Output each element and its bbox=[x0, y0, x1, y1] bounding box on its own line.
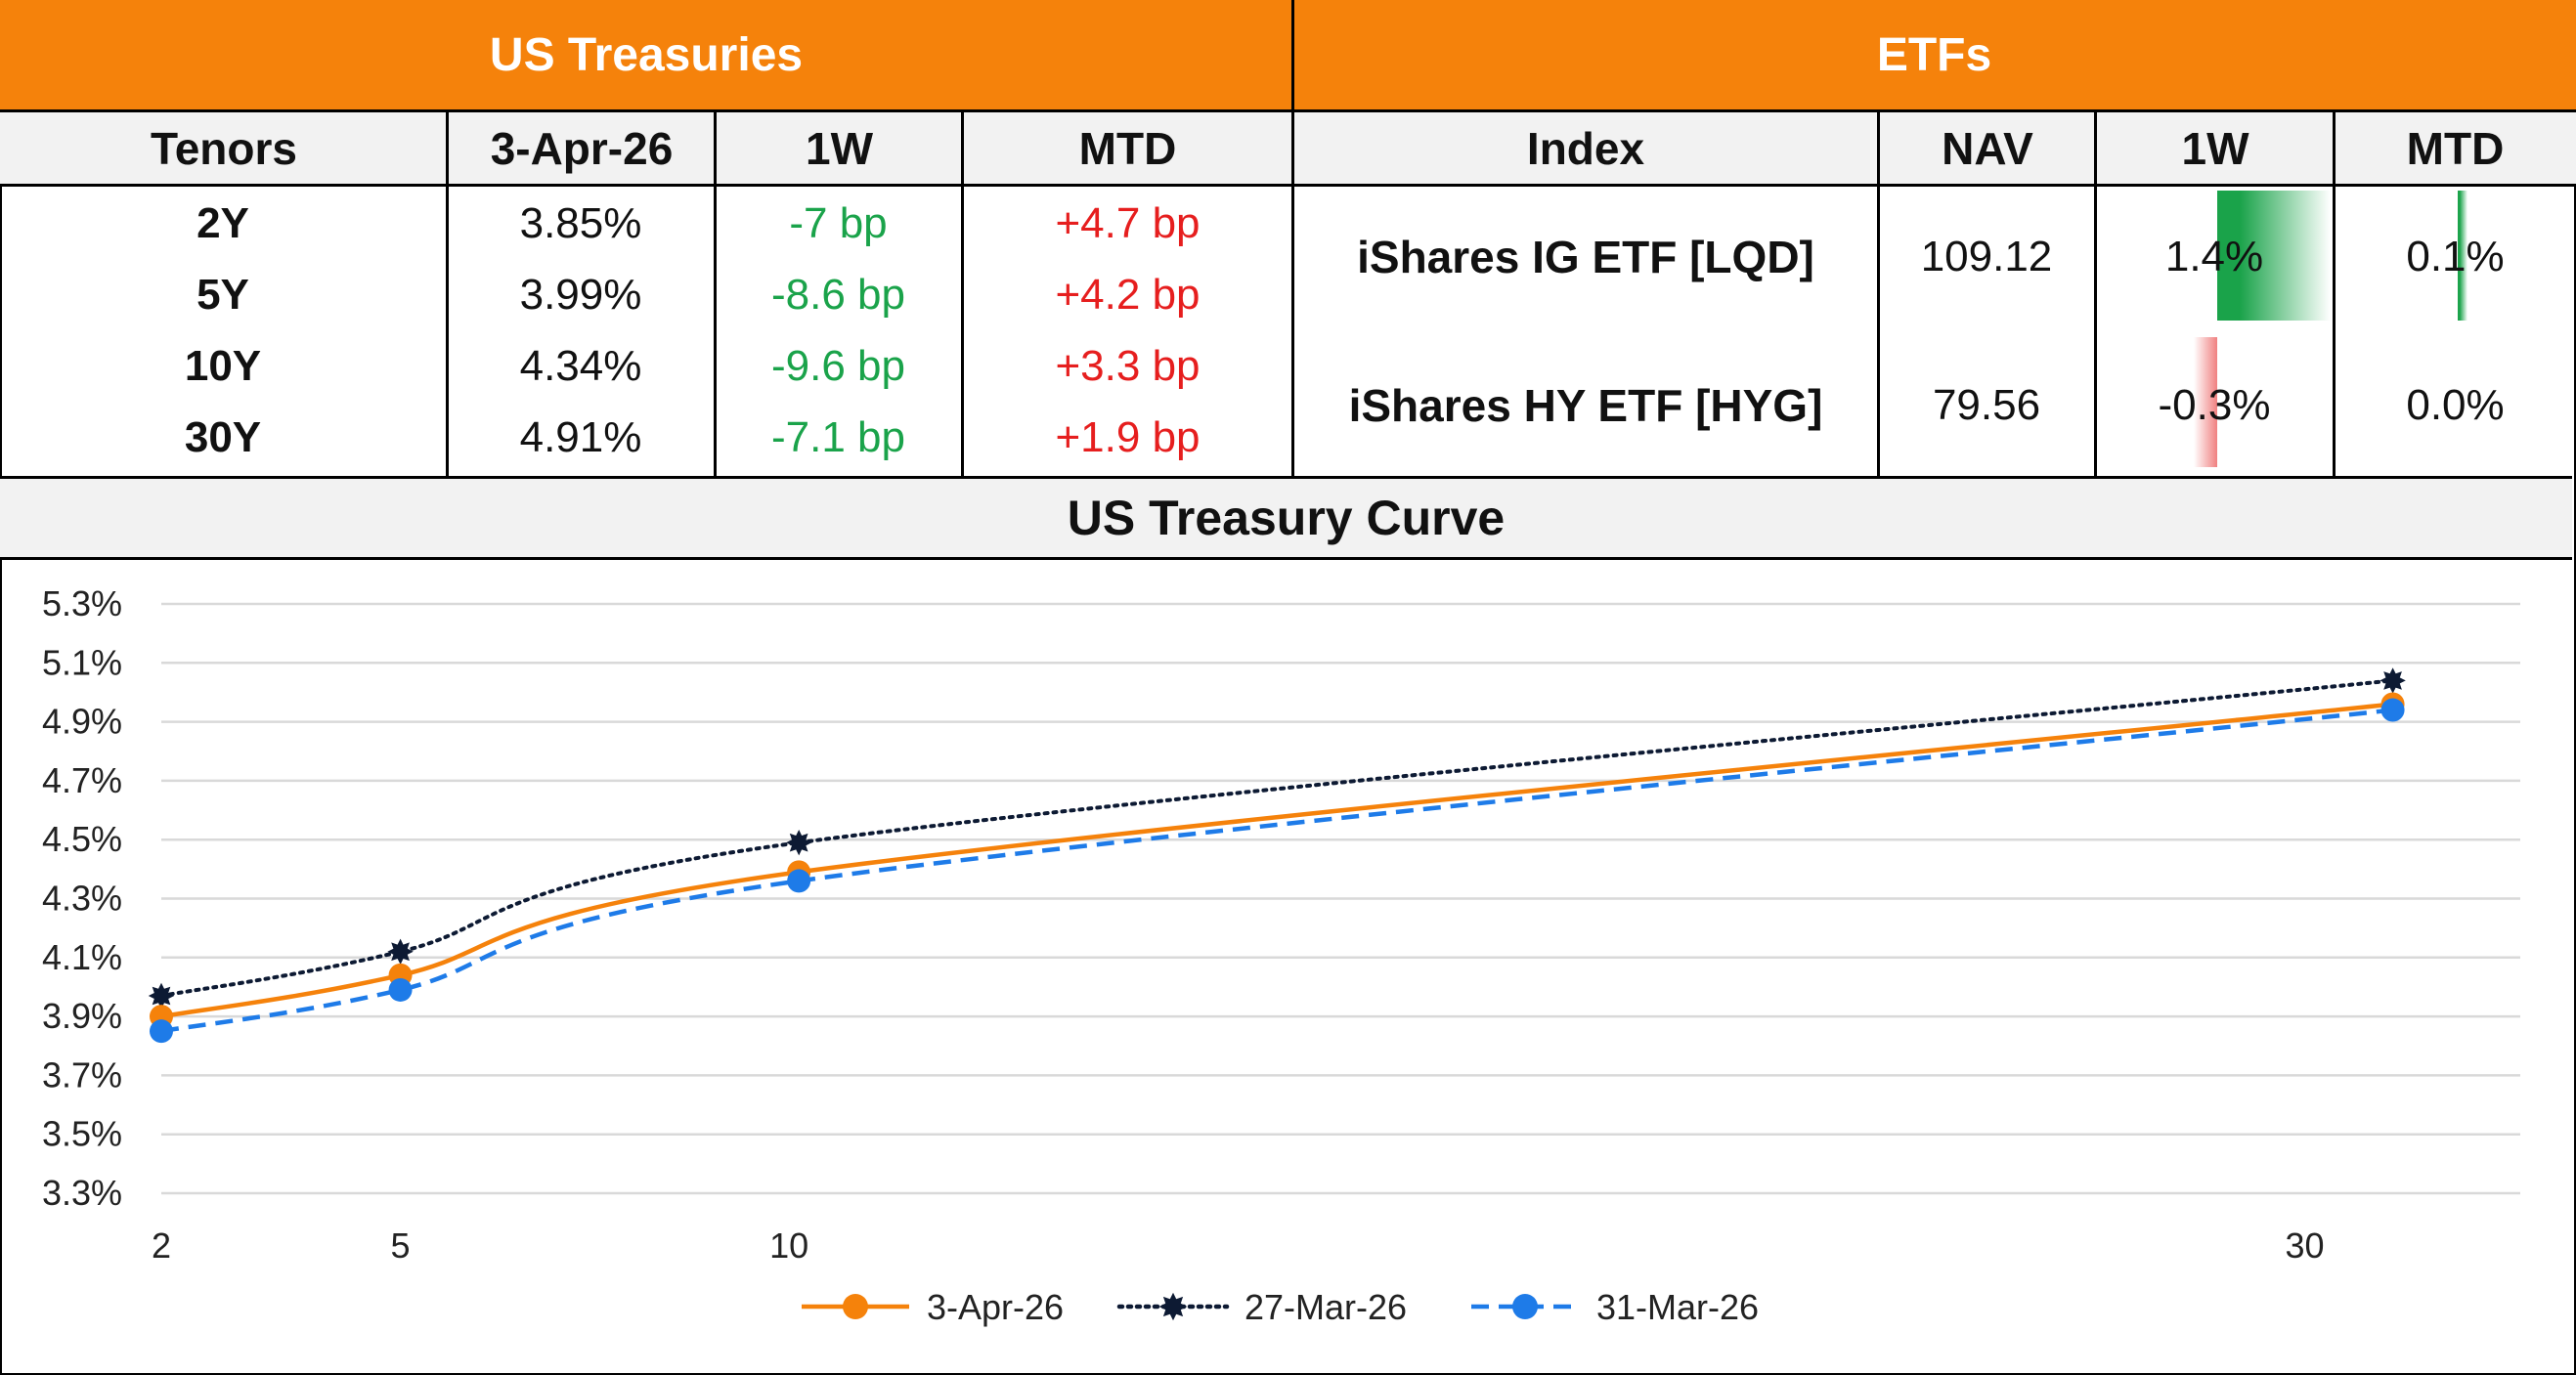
legend-marker bbox=[1158, 1292, 1188, 1321]
yield-value: 4.34% bbox=[519, 342, 642, 390]
header-treasury-1w: 1W bbox=[716, 112, 963, 187]
y-tick-label: 3.5% bbox=[42, 1114, 122, 1154]
chart-title: US Treasury Curve bbox=[0, 476, 2572, 560]
change-mtd: +1.9 bp bbox=[1055, 413, 1201, 461]
legend-label: 31-Mar-26 bbox=[1596, 1287, 1759, 1327]
header-nav: NAV bbox=[1879, 112, 2096, 187]
etf-mtd: 0.1% bbox=[2406, 233, 2505, 280]
data-point bbox=[148, 982, 175, 1010]
treasury-curve-chart: 3.3% 3.5% 3.7% 3.9% 4.1% 4.3% 4.5% 4.7% 4.9% 5.1%… bbox=[42, 583, 2520, 1327]
series-line bbox=[159, 678, 2395, 998]
header-etf-mtd: MTD bbox=[2335, 112, 2576, 187]
etf-nav: 109.12 bbox=[1920, 233, 2053, 280]
etf-mtd: 0.0% bbox=[2406, 381, 2505, 429]
x-tick-label: 10 bbox=[769, 1225, 808, 1266]
col-divider bbox=[714, 112, 717, 476]
change-mtd: +4.2 bp bbox=[1055, 271, 1201, 319]
change-1w: -8.6 bp bbox=[771, 271, 905, 319]
etf-1w: 1.4% bbox=[2164, 233, 2264, 280]
y-tick-label: 3.9% bbox=[42, 996, 122, 1036]
etfs-title: ETFs bbox=[1292, 0, 2576, 112]
etf-1w: -0.3% bbox=[2158, 381, 2271, 429]
y-tick-label: 3.3% bbox=[42, 1173, 122, 1213]
y-tick-label: 4.5% bbox=[42, 819, 122, 859]
change-mtd: +4.7 bp bbox=[1055, 199, 1201, 247]
etf-nav: 79.56 bbox=[1932, 381, 2041, 429]
data-point bbox=[786, 830, 812, 856]
data-point bbox=[2380, 698, 2405, 722]
col-divider bbox=[2094, 112, 2097, 476]
series-27-Mar-26 bbox=[148, 667, 2406, 1010]
y-tick-label: 5.3% bbox=[42, 583, 122, 623]
x-tick-label: 5 bbox=[391, 1225, 411, 1266]
etf-name: iShares HY ETF [HYG] bbox=[1348, 380, 1823, 431]
y-tick-label: 4.1% bbox=[42, 937, 122, 977]
col-divider bbox=[2333, 112, 2336, 476]
legend-label: 27-Mar-26 bbox=[1244, 1287, 1407, 1327]
header-treasury-mtd: MTD bbox=[963, 112, 1292, 187]
header-index: Index bbox=[1292, 112, 1879, 187]
data-point bbox=[387, 938, 414, 965]
series-line bbox=[160, 702, 2393, 1019]
col-divider bbox=[961, 112, 964, 476]
x-tick-label: 2 bbox=[152, 1225, 171, 1266]
change-1w: -9.6 bp bbox=[771, 342, 905, 390]
change-mtd: +3.3 bp bbox=[1055, 342, 1201, 390]
tenor-label: 2Y bbox=[196, 199, 249, 247]
header-etf-1w: 1W bbox=[2096, 112, 2335, 187]
header-date: 3-Apr-26 bbox=[448, 112, 716, 187]
legend-marker bbox=[1512, 1294, 1538, 1319]
y-tick-label: 4.7% bbox=[42, 760, 122, 800]
col-divider bbox=[446, 112, 449, 476]
header-tenors: Tenors bbox=[0, 112, 448, 187]
etf-mtd-databar bbox=[2458, 191, 2467, 321]
data-point bbox=[388, 977, 413, 1002]
y-tick-label: 5.1% bbox=[42, 642, 122, 682]
series-line bbox=[160, 708, 2393, 1034]
tenor-label: 5Y bbox=[196, 271, 249, 319]
yield-value: 4.91% bbox=[519, 413, 642, 461]
data-point bbox=[2380, 667, 2406, 694]
legend-item: 31-Mar-26 bbox=[1471, 1287, 1759, 1327]
col-divider bbox=[1877, 112, 1880, 476]
data-point bbox=[150, 1019, 173, 1044]
yield-value: 3.99% bbox=[519, 271, 642, 319]
y-tick-label: 3.7% bbox=[42, 1054, 122, 1095]
legend-item: 27-Mar-26 bbox=[1116, 1287, 1407, 1327]
legend-item: 3-Apr-26 bbox=[802, 1287, 1064, 1327]
y-tick-label: 4.9% bbox=[42, 702, 122, 742]
section-divider bbox=[1291, 0, 1294, 476]
etf-1w-databar bbox=[2194, 337, 2217, 467]
treasuries-title: US Treasuries bbox=[0, 0, 1292, 112]
tenor-label: 30Y bbox=[184, 413, 262, 461]
yield-value: 3.85% bbox=[519, 199, 642, 247]
x-tick-label: 30 bbox=[2286, 1225, 2325, 1266]
etf-1w-databar bbox=[2217, 191, 2331, 321]
legend-marker bbox=[843, 1294, 868, 1319]
tenor-label: 10Y bbox=[184, 342, 262, 390]
change-1w: -7 bp bbox=[789, 199, 888, 247]
data-point bbox=[787, 869, 811, 893]
legend-label: 3-Apr-26 bbox=[927, 1287, 1064, 1327]
etf-name: iShares IG ETF [LQD] bbox=[1357, 232, 1814, 282]
change-1w: -7.1 bp bbox=[771, 413, 905, 461]
y-tick-label: 4.3% bbox=[42, 879, 122, 919]
series-31-Mar-26 bbox=[150, 698, 2405, 1044]
